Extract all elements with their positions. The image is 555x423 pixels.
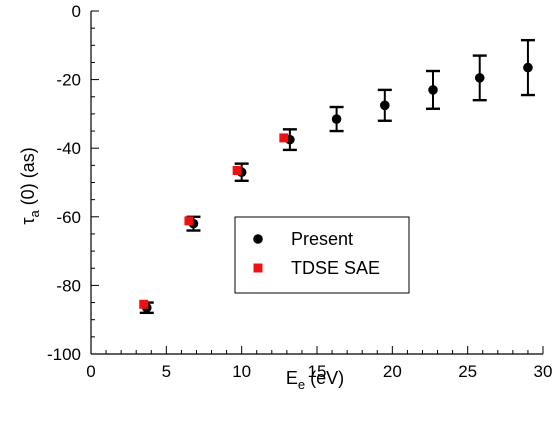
x-tick-label: 10 (232, 362, 251, 381)
tick-labels: 0 5 10 15 20 25 30 0 -20 -40 -60 -80 -100 (47, 2, 552, 381)
data-point-present (331, 114, 342, 124)
legend-label-tdse-sae: TDSE SAE (291, 258, 380, 278)
x-tick-label: 0 (86, 362, 95, 381)
data-marks (139, 62, 533, 313)
legend-marker-present (253, 234, 263, 244)
y-axis-title-rest: (0) (as) (18, 147, 38, 210)
data-point-tdse-sae (139, 299, 149, 309)
legend-box (234, 216, 410, 294)
y-tick-label: 0 (72, 2, 81, 21)
y-tick-label: -20 (56, 71, 81, 90)
data-point-tdse-sae (232, 165, 242, 175)
x-axis-title: Ee (eV) (286, 368, 344, 392)
data-point-present (380, 100, 390, 111)
y-axis-title: τa (0) (as) (18, 147, 42, 224)
data-point-tdse-sae (184, 216, 194, 226)
axes (90, 10, 544, 355)
x-axis-title-sub: e (298, 377, 305, 392)
y-tick-label: -60 (56, 208, 81, 227)
x-tick-label: 15 (308, 362, 327, 381)
data-point-present (474, 73, 485, 83)
y-axis-title-sub: a (27, 210, 42, 218)
y-tick-label: -40 (56, 139, 81, 158)
x-tick-label: 5 (162, 362, 171, 381)
y-tick-label: -80 (56, 276, 81, 295)
y-axis-title-main: τ (18, 218, 38, 225)
x-tick-label: 20 (383, 362, 402, 381)
x-tick-label: 25 (458, 362, 477, 381)
x-tick-label: 30 (534, 362, 553, 381)
data-point-present (523, 62, 533, 73)
x-axis-title-main: E (286, 368, 298, 388)
legend-marker-tdse-sae (253, 263, 263, 273)
data-point-present (428, 85, 438, 95)
x-axis-title-rest: (eV) (305, 368, 344, 388)
legend: Present TDSE SAE (234, 216, 410, 294)
legend-label-present: Present (291, 229, 353, 249)
data-point-tdse-sae (279, 133, 289, 143)
y-tick-label: -100 (47, 345, 81, 364)
